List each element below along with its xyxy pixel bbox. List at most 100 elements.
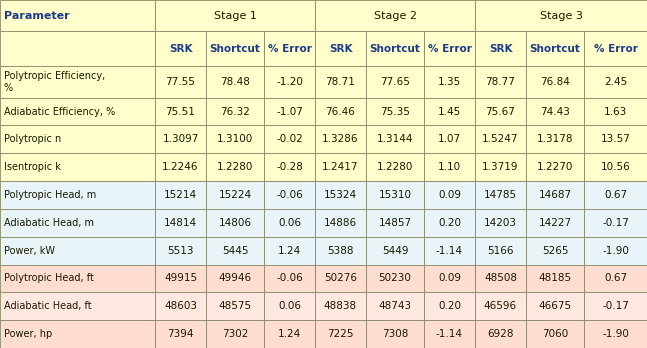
Text: 1.63: 1.63 <box>604 106 627 117</box>
Text: 75.67: 75.67 <box>485 106 516 117</box>
Text: -0.17: -0.17 <box>602 301 629 311</box>
Bar <box>584 66 647 98</box>
Bar <box>155 264 206 292</box>
Text: Adiabatic Efficiency, %: Adiabatic Efficiency, % <box>4 106 115 117</box>
Bar <box>264 98 315 125</box>
Bar <box>584 181 647 209</box>
Text: 0.06: 0.06 <box>278 218 301 228</box>
Text: Power, hp: Power, hp <box>4 329 52 339</box>
Text: 7225: 7225 <box>327 329 354 339</box>
Text: 75.51: 75.51 <box>166 106 195 117</box>
Text: 7060: 7060 <box>542 329 568 339</box>
Bar <box>475 209 526 237</box>
Bar <box>0 209 155 237</box>
Bar <box>0 292 155 320</box>
Text: % Error: % Error <box>268 44 311 54</box>
Text: 0.67: 0.67 <box>604 190 627 200</box>
Bar <box>0 98 155 125</box>
Text: 5265: 5265 <box>542 246 568 256</box>
Text: Stage 3: Stage 3 <box>540 11 582 21</box>
Bar <box>366 98 424 125</box>
Bar <box>206 153 264 181</box>
Text: 5445: 5445 <box>222 246 248 256</box>
Text: 14687: 14687 <box>538 190 571 200</box>
Bar <box>526 125 584 153</box>
Text: -0.28: -0.28 <box>276 162 303 172</box>
Text: 1.24: 1.24 <box>278 329 301 339</box>
Bar <box>526 237 584 264</box>
Text: % Error: % Error <box>428 44 472 54</box>
Bar <box>264 292 315 320</box>
Text: 13.57: 13.57 <box>600 134 630 144</box>
Bar <box>366 153 424 181</box>
Bar <box>424 237 475 264</box>
Bar <box>155 237 206 264</box>
Text: 1.2280: 1.2280 <box>377 162 413 172</box>
Bar <box>366 264 424 292</box>
Bar <box>366 237 424 264</box>
Text: -0.06: -0.06 <box>276 190 303 200</box>
Bar <box>155 66 206 98</box>
Text: 15310: 15310 <box>378 190 411 200</box>
Bar <box>584 153 647 181</box>
Bar <box>366 31 424 66</box>
Bar <box>475 292 526 320</box>
Text: SRK: SRK <box>488 44 512 54</box>
Text: SRK: SRK <box>169 44 192 54</box>
Bar <box>424 125 475 153</box>
Bar <box>315 209 366 237</box>
Bar <box>584 292 647 320</box>
Bar <box>264 66 315 98</box>
Bar <box>526 66 584 98</box>
Bar <box>424 31 475 66</box>
Text: 78.77: 78.77 <box>485 77 516 87</box>
Bar <box>206 66 264 98</box>
Bar <box>264 237 315 264</box>
Text: 7394: 7394 <box>168 329 193 339</box>
Text: 1.3719: 1.3719 <box>482 162 519 172</box>
Text: 76.32: 76.32 <box>220 106 250 117</box>
Bar <box>475 98 526 125</box>
Text: Polytropic Head, ft: Polytropic Head, ft <box>4 274 94 284</box>
Bar <box>264 320 315 348</box>
Text: 1.10: 1.10 <box>438 162 461 172</box>
Text: SRK: SRK <box>329 44 352 54</box>
Bar <box>584 31 647 66</box>
Bar <box>424 292 475 320</box>
Text: 15214: 15214 <box>164 190 197 200</box>
Text: -1.90: -1.90 <box>602 329 629 339</box>
Text: -1.20: -1.20 <box>276 77 303 87</box>
Text: 0.20: 0.20 <box>438 301 461 311</box>
Bar <box>315 98 366 125</box>
Text: % Error: % Error <box>593 44 637 54</box>
Text: 50230: 50230 <box>378 274 411 284</box>
Text: 5513: 5513 <box>168 246 193 256</box>
Text: -1.14: -1.14 <box>436 329 463 339</box>
Bar <box>0 181 155 209</box>
Text: 78.71: 78.71 <box>325 77 355 87</box>
Text: 0.09: 0.09 <box>438 274 461 284</box>
Bar <box>155 209 206 237</box>
Bar <box>475 153 526 181</box>
Text: 77.65: 77.65 <box>380 77 410 87</box>
Text: -1.14: -1.14 <box>436 246 463 256</box>
Text: 7308: 7308 <box>382 329 408 339</box>
Bar <box>315 320 366 348</box>
Bar <box>206 292 264 320</box>
Text: 0.09: 0.09 <box>438 190 461 200</box>
Text: 1.3100: 1.3100 <box>217 134 253 144</box>
Bar <box>475 237 526 264</box>
Text: 1.2270: 1.2270 <box>537 162 573 172</box>
Bar <box>526 181 584 209</box>
Bar <box>475 181 526 209</box>
Text: 14857: 14857 <box>378 218 411 228</box>
Text: Parameter: Parameter <box>4 11 69 21</box>
Text: -1.90: -1.90 <box>602 246 629 256</box>
Text: 74.43: 74.43 <box>540 106 570 117</box>
Text: 48575: 48575 <box>219 301 252 311</box>
Bar <box>424 98 475 125</box>
Text: 5449: 5449 <box>382 246 408 256</box>
Text: 1.3144: 1.3144 <box>377 134 413 144</box>
Text: Stage 1: Stage 1 <box>214 11 256 21</box>
Bar <box>526 264 584 292</box>
